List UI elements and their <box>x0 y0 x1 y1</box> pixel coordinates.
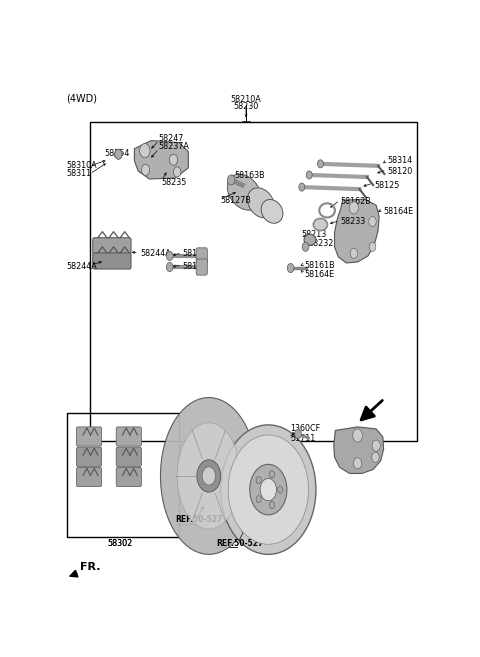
Text: 58161B: 58161B <box>305 261 336 269</box>
Text: REF.50-527: REF.50-527 <box>175 516 223 524</box>
Circle shape <box>173 167 181 177</box>
Text: 58164E: 58164E <box>384 207 414 216</box>
Polygon shape <box>160 397 254 555</box>
Text: FR.: FR. <box>81 562 101 572</box>
Circle shape <box>167 263 173 271</box>
Text: 58125: 58125 <box>374 181 400 190</box>
Circle shape <box>221 425 316 555</box>
Circle shape <box>369 242 376 252</box>
Text: 58120: 58120 <box>387 168 413 177</box>
Circle shape <box>369 216 376 227</box>
FancyBboxPatch shape <box>93 238 131 254</box>
Circle shape <box>228 435 309 544</box>
FancyBboxPatch shape <box>93 253 131 269</box>
Circle shape <box>353 458 362 469</box>
Text: 58310A: 58310A <box>66 162 96 170</box>
Circle shape <box>302 242 309 252</box>
Circle shape <box>202 467 216 485</box>
Text: 58131: 58131 <box>183 261 208 271</box>
Polygon shape <box>334 427 384 474</box>
Polygon shape <box>335 199 379 263</box>
Text: 58210A: 58210A <box>230 95 262 104</box>
Text: 58213: 58213 <box>302 230 327 239</box>
Text: 58247: 58247 <box>158 134 184 143</box>
FancyBboxPatch shape <box>116 467 142 487</box>
Text: 58244A: 58244A <box>140 250 171 258</box>
Text: 58230: 58230 <box>233 102 259 110</box>
Circle shape <box>349 202 359 214</box>
Circle shape <box>228 175 235 185</box>
Circle shape <box>197 460 221 492</box>
Bar <box>90 122 417 441</box>
Circle shape <box>256 476 261 484</box>
Circle shape <box>372 452 379 463</box>
Circle shape <box>115 149 122 159</box>
FancyBboxPatch shape <box>116 447 142 466</box>
FancyBboxPatch shape <box>76 447 102 466</box>
Circle shape <box>288 263 294 273</box>
Circle shape <box>142 164 150 175</box>
Circle shape <box>353 429 362 442</box>
Text: (4WD): (4WD) <box>66 93 97 103</box>
Text: 58164E: 58164E <box>305 269 335 279</box>
Circle shape <box>350 248 358 258</box>
Text: 58162B: 58162B <box>341 196 372 206</box>
Text: 58232: 58232 <box>309 239 334 248</box>
Circle shape <box>306 171 312 179</box>
Circle shape <box>269 501 275 509</box>
Text: 1360CF: 1360CF <box>290 424 321 434</box>
Text: 58131: 58131 <box>183 250 208 258</box>
FancyBboxPatch shape <box>116 427 142 446</box>
Text: 58311: 58311 <box>66 170 91 179</box>
Text: 58244A: 58244A <box>66 261 96 271</box>
Circle shape <box>256 495 261 503</box>
Text: 58302: 58302 <box>107 539 132 548</box>
Circle shape <box>260 478 276 501</box>
Circle shape <box>277 486 283 493</box>
Circle shape <box>167 252 173 260</box>
Text: 58237A: 58237A <box>158 142 190 151</box>
Circle shape <box>169 154 178 166</box>
Ellipse shape <box>228 174 261 210</box>
FancyBboxPatch shape <box>196 259 207 275</box>
Text: 51711: 51711 <box>290 434 316 443</box>
Text: REF.50-527: REF.50-527 <box>216 539 264 548</box>
Ellipse shape <box>261 200 283 223</box>
Circle shape <box>140 144 150 158</box>
Text: 58127B: 58127B <box>220 196 251 205</box>
Ellipse shape <box>313 219 327 231</box>
FancyBboxPatch shape <box>76 427 102 446</box>
Text: 58233: 58233 <box>341 217 366 226</box>
Ellipse shape <box>304 234 316 245</box>
Text: 58254: 58254 <box>104 149 129 158</box>
FancyBboxPatch shape <box>76 467 102 487</box>
Text: 58163B: 58163B <box>234 171 265 181</box>
Ellipse shape <box>248 188 274 217</box>
FancyBboxPatch shape <box>196 248 207 264</box>
Circle shape <box>299 183 305 191</box>
Text: 58314: 58314 <box>387 156 412 166</box>
Polygon shape <box>177 423 236 529</box>
Circle shape <box>372 440 380 451</box>
Circle shape <box>250 464 287 515</box>
Text: 58302: 58302 <box>107 539 132 548</box>
Bar <box>67 413 179 537</box>
Circle shape <box>317 160 324 168</box>
Circle shape <box>295 430 301 438</box>
Polygon shape <box>134 141 188 179</box>
Text: 58235: 58235 <box>161 177 187 187</box>
Circle shape <box>269 470 275 478</box>
